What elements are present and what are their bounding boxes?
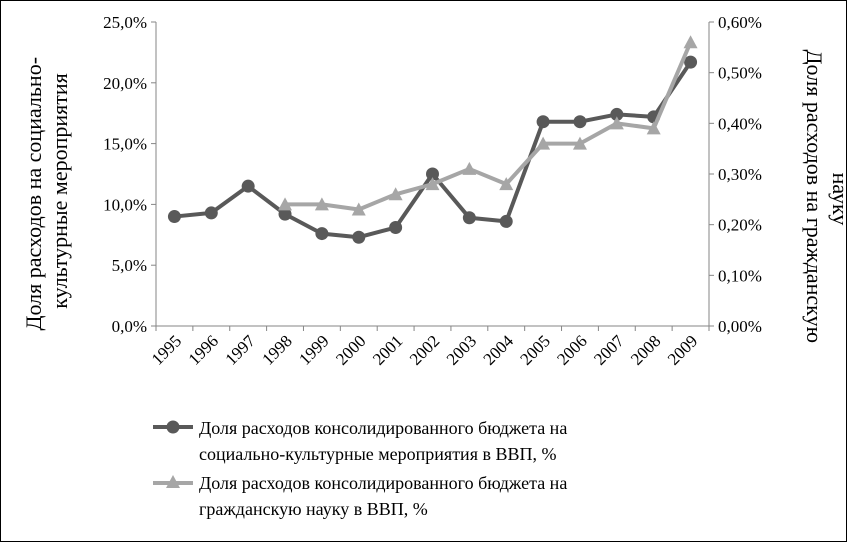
right-tick-label: 0,00%	[718, 317, 762, 336]
legend-label-social-line-2: социально-культурные мероприятия в ВВП, …	[199, 444, 557, 464]
data-point-circle	[573, 115, 587, 129]
legend-marker-triangle	[153, 475, 193, 488]
x-tick-label: 2002	[406, 331, 443, 368]
data-point-circle	[426, 167, 439, 181]
right-tick-label: 0,50%	[718, 64, 762, 83]
right-axis-title-line-2: науку	[828, 173, 846, 226]
right-tick-label: 0,10%	[718, 266, 762, 285]
series-science	[278, 35, 698, 216]
data-point-circle	[499, 214, 513, 228]
legend-label-social-line-1: Доля расходов консолидированного бюджета…	[199, 418, 568, 438]
legend-label-science-line-1: Доля расходов консолидированного бюджета…	[199, 473, 568, 493]
x-axis-ticks: 1995 1996 1997 1998 1999 2000 2001 2002 2003 2004…	[148, 326, 710, 369]
legend-marker-circle	[153, 420, 193, 434]
x-tick-label: 2007	[590, 331, 628, 369]
left-tick-label: 0,0%	[112, 317, 147, 336]
x-tick-label: 2009	[664, 331, 701, 368]
data-point-triangle	[646, 121, 661, 135]
right-tick-label: 0,60%	[718, 13, 762, 32]
right-axis-title-line-1: Доля расходов на гражданскую	[802, 50, 827, 344]
x-tick-label: 2003	[443, 331, 480, 368]
data-point-triangle	[462, 161, 477, 175]
legend-item-social: Доля расходов консолидированного бюджета…	[151, 415, 751, 467]
right-axis-title: Доля расходов на гражданскую науку	[802, 50, 846, 349]
left-tick-label: 20,0%	[103, 74, 147, 93]
left-tick-label: 10,0%	[103, 195, 147, 214]
right-tick-label: 0,20%	[718, 216, 762, 235]
data-point-triangle	[425, 177, 440, 191]
data-point-triangle	[683, 35, 698, 49]
series-layer	[167, 35, 698, 244]
legend-label-science-line-2: гражданскую науку в ВВП, %	[199, 499, 428, 519]
left-tick-label: 15,0%	[103, 135, 147, 154]
x-tick-label: 1999	[295, 331, 332, 368]
left-axis-ticks: 0,0% 5,0% 10,0% 15,0% 20,0% 25,0%	[103, 13, 156, 336]
data-point-circle	[204, 206, 218, 220]
x-tick-label: 2004	[480, 331, 518, 369]
legend-circle-marker	[166, 420, 180, 434]
line-chart: 0,0%5,0%10,0%15,0%20,0%25,0% 0,00%0,10%0…	[21, 13, 846, 369]
data-point-triangle	[499, 177, 514, 191]
data-point-circle	[315, 227, 329, 241]
x-tick-label: 2001	[369, 331, 406, 368]
legend: Доля расходов консолидированного бюджета…	[151, 415, 751, 525]
left-axis-title-line-1: Доля расходов на социально-	[21, 57, 46, 331]
data-point-circle	[389, 221, 403, 235]
data-point-circle	[241, 179, 255, 193]
x-tick-label: 2008	[627, 331, 664, 368]
left-axis-title-line-2: культурные мероприятия	[47, 73, 72, 309]
data-point-circle	[610, 107, 624, 121]
right-tick-label: 0,40%	[718, 114, 762, 133]
data-point-triangle	[388, 187, 403, 201]
left-tick-label: 25,0%	[103, 13, 147, 32]
x-tick-label: 1998	[258, 331, 295, 368]
legend-item-science: Доля расходов консолидированного бюджета…	[151, 470, 751, 522]
series-line	[174, 61, 693, 240]
x-tick-label: 1997	[222, 331, 260, 369]
left-tick-label: 5,0%	[112, 256, 147, 275]
x-tick-label: 1996	[185, 331, 222, 368]
data-point-triangle	[572, 136, 587, 150]
series-social	[167, 55, 698, 244]
data-point-triangle	[314, 197, 329, 211]
data-point-circle	[462, 211, 476, 225]
x-tick-label: 2005	[516, 331, 553, 368]
data-point-triangle	[536, 136, 551, 150]
right-tick-label: 0,30%	[718, 165, 762, 184]
right-axis-ticks: 0,00% 0,10% 0,20% 0,30% 0,40% 0,50% 0,60%	[709, 13, 762, 336]
x-tick-label: 1995	[148, 331, 185, 368]
data-point-circle	[167, 210, 181, 224]
left-axis-title: Доля расходов на социально- культурные м…	[21, 51, 72, 330]
data-point-circle	[352, 230, 366, 244]
data-point-circle	[684, 55, 698, 69]
data-point-circle	[278, 207, 292, 221]
legend-triangle-marker	[166, 475, 180, 488]
data-point-triangle	[278, 197, 293, 211]
series-line	[285, 41, 693, 212]
data-point-triangle	[609, 116, 624, 130]
data-point-circle	[536, 115, 550, 129]
x-tick-label: 2006	[553, 331, 590, 368]
data-point-triangle	[351, 202, 366, 216]
x-tick-label: 2000	[332, 331, 369, 368]
